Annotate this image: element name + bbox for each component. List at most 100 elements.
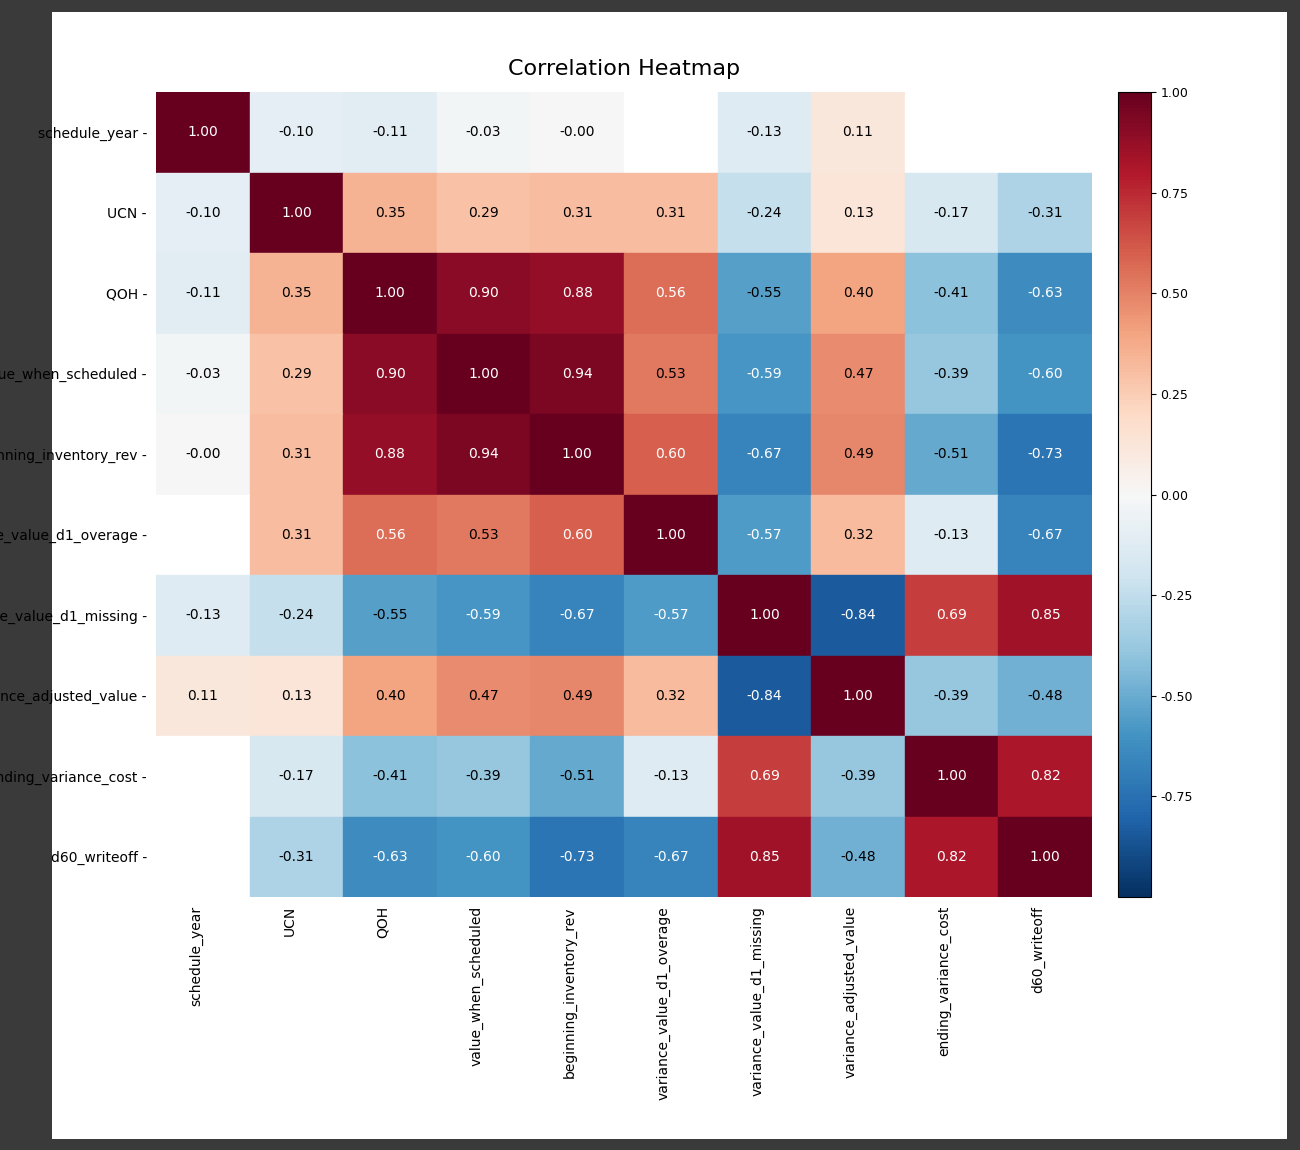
Text: 0.53: 0.53 [655,367,686,381]
Text: -0.67: -0.67 [559,608,595,622]
Text: -0.39: -0.39 [465,769,502,783]
Bar [250,92,343,172]
Text: -0.51: -0.51 [933,447,970,461]
Text: 0.32: 0.32 [842,528,874,542]
Text: -0.31: -0.31 [1027,206,1063,220]
Bar [624,172,718,253]
Bar [530,334,624,414]
Bar [437,414,530,494]
Bar [343,494,437,575]
Text: 0.82: 0.82 [936,850,967,864]
Bar [156,736,250,816]
Text: -0.41: -0.41 [372,769,408,783]
Bar [156,494,250,575]
Bar [437,334,530,414]
Bar [718,92,811,172]
Text: 1.00: 1.00 [842,689,874,703]
Text: -0.13: -0.13 [185,608,221,622]
Bar [718,575,811,656]
Bar [998,494,1092,575]
Bar [624,656,718,736]
Bar [250,172,343,253]
Title: Correlation Heatmap: Correlation Heatmap [508,60,740,79]
Text: 0.88: 0.88 [374,447,406,461]
Text: -0.41: -0.41 [933,286,970,300]
Bar [811,334,905,414]
Text: 0.40: 0.40 [374,689,406,703]
Text: 0.31: 0.31 [655,206,686,220]
Bar [343,736,437,816]
Bar [905,172,998,253]
Text: 0.35: 0.35 [281,286,312,300]
Text: 1.00: 1.00 [187,125,218,139]
Bar [343,92,437,172]
Text: 0.85: 0.85 [1030,608,1061,622]
Bar [998,736,1092,816]
Bar [156,253,250,334]
Text: -0.24: -0.24 [746,206,783,220]
Text: -0.73: -0.73 [559,850,595,864]
Bar [530,253,624,334]
Text: 0.60: 0.60 [562,528,593,542]
Text: -0.39: -0.39 [933,367,970,381]
Bar [811,92,905,172]
Bar [905,736,998,816]
Text: -0.10: -0.10 [185,206,221,220]
Bar [530,816,624,897]
Bar [998,575,1092,656]
Text: 1.00: 1.00 [281,206,312,220]
Text: 0.56: 0.56 [374,528,406,542]
Text: 0.49: 0.49 [562,689,593,703]
Bar [156,172,250,253]
Text: 0.94: 0.94 [562,367,593,381]
Text: 0.11: 0.11 [842,125,874,139]
Bar [250,494,343,575]
Text: -0.51: -0.51 [559,769,595,783]
Text: -0.67: -0.67 [653,850,689,864]
Text: 0.47: 0.47 [468,689,499,703]
Text: 0.85: 0.85 [749,850,780,864]
Text: -0.84: -0.84 [840,608,876,622]
Bar [250,414,343,494]
Text: -0.60: -0.60 [465,850,502,864]
Bar [998,656,1092,736]
Text: 0.13: 0.13 [842,206,874,220]
Text: 1.00: 1.00 [655,528,686,542]
Bar [437,736,530,816]
Bar [530,172,624,253]
Text: 0.35: 0.35 [374,206,406,220]
Text: -0.17: -0.17 [278,769,315,783]
Bar [437,253,530,334]
Bar [718,736,811,816]
Bar [811,172,905,253]
Text: 1.00: 1.00 [374,286,406,300]
Bar [343,253,437,334]
Bar [156,414,250,494]
Bar [624,253,718,334]
Bar [250,334,343,414]
Bar [998,172,1092,253]
Text: 1.00: 1.00 [562,447,593,461]
Text: -0.73: -0.73 [1027,447,1063,461]
Bar [905,92,998,172]
Bar [156,816,250,897]
Bar [156,575,250,656]
Bar [905,334,998,414]
Text: -0.60: -0.60 [1027,367,1063,381]
Bar [905,816,998,897]
Bar [811,816,905,897]
Text: 0.60: 0.60 [655,447,686,461]
Bar [811,736,905,816]
Bar [998,816,1092,897]
Text: 1.00: 1.00 [468,367,499,381]
Text: -0.59: -0.59 [465,608,502,622]
Bar [530,656,624,736]
Bar [343,414,437,494]
Text: -0.24: -0.24 [278,608,315,622]
Text: 0.40: 0.40 [842,286,874,300]
Text: -0.00: -0.00 [185,447,221,461]
Bar [718,414,811,494]
Bar [343,816,437,897]
Bar [811,656,905,736]
Bar [811,414,905,494]
